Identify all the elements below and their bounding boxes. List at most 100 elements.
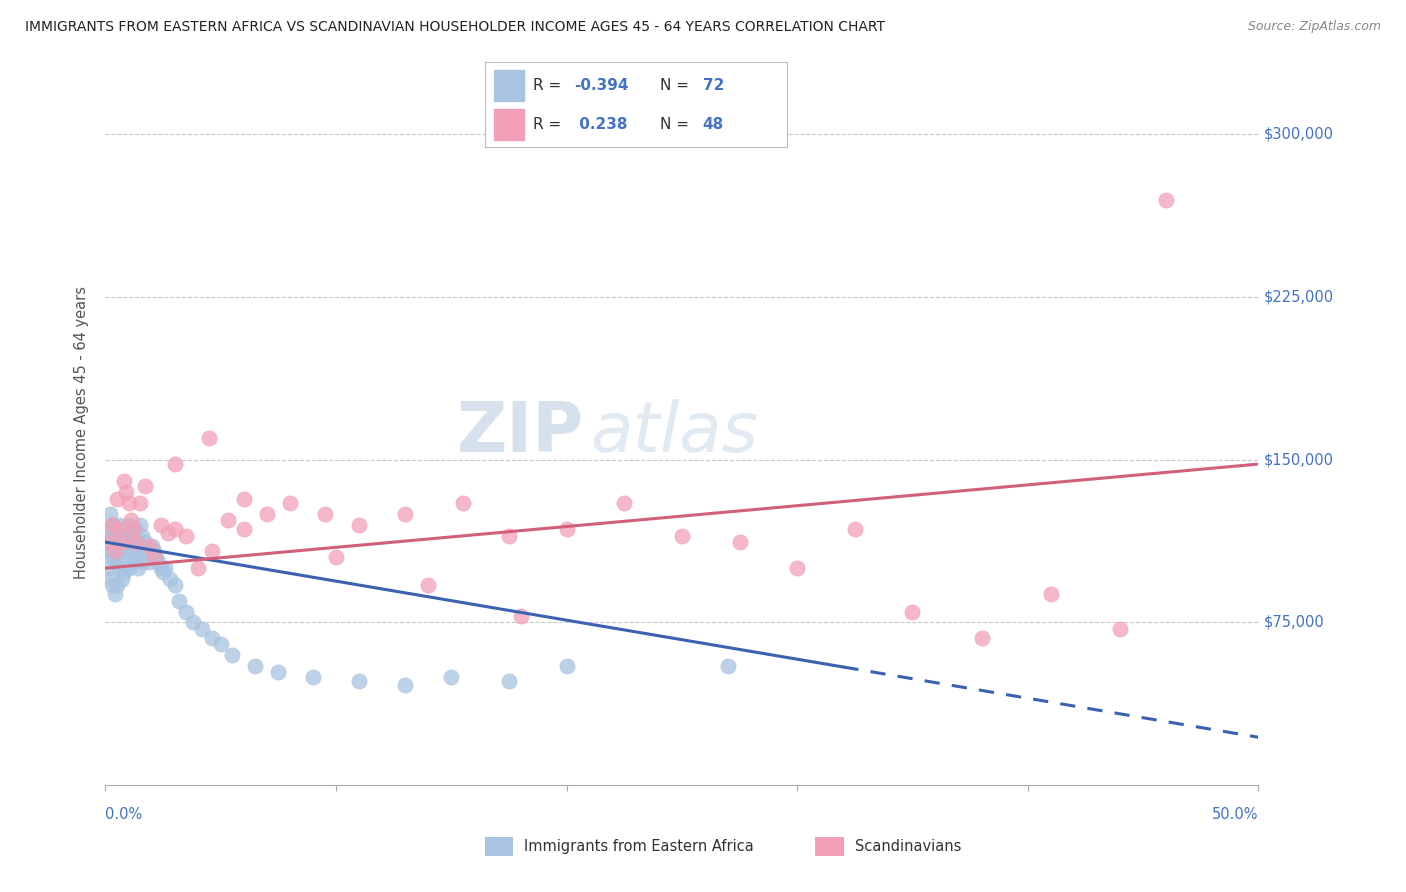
Point xyxy=(138,555,160,569)
Text: -0.394: -0.394 xyxy=(574,78,628,93)
Point xyxy=(105,528,128,542)
Point xyxy=(112,522,135,536)
Point xyxy=(844,522,866,536)
Text: N =: N = xyxy=(661,117,695,132)
Text: $300,000: $300,000 xyxy=(1264,127,1334,142)
Text: $150,000: $150,000 xyxy=(1264,452,1334,467)
Point xyxy=(156,526,179,541)
Point xyxy=(108,535,131,549)
Point xyxy=(217,513,239,527)
Point xyxy=(451,496,474,510)
Text: IMMIGRANTS FROM EASTERN AFRICA VS SCANDINAVIAN HOUSEHOLDER INCOME AGES 45 - 64 Y: IMMIGRANTS FROM EASTERN AFRICA VS SCANDI… xyxy=(25,20,886,34)
Point xyxy=(122,555,145,569)
Point xyxy=(112,540,135,554)
Point xyxy=(124,535,146,549)
Point xyxy=(314,507,336,521)
Point xyxy=(129,496,152,510)
Point xyxy=(149,517,172,532)
Point xyxy=(127,561,149,575)
Point xyxy=(232,522,254,536)
Point xyxy=(112,566,135,580)
Point xyxy=(1109,622,1132,636)
Point xyxy=(105,550,128,565)
Point xyxy=(115,561,138,575)
Point xyxy=(163,457,186,471)
Point xyxy=(613,496,636,510)
Point xyxy=(256,507,278,521)
Point xyxy=(115,485,138,500)
Text: ZIP: ZIP xyxy=(457,399,583,467)
Text: R =: R = xyxy=(533,78,567,93)
Point xyxy=(110,572,132,586)
Point xyxy=(970,631,993,645)
Point xyxy=(152,566,174,580)
Point xyxy=(232,491,254,506)
Point xyxy=(101,535,124,549)
Point xyxy=(98,543,121,558)
Point xyxy=(108,522,131,536)
Point xyxy=(104,555,127,569)
Point xyxy=(901,605,924,619)
Point xyxy=(149,561,172,575)
Text: 0.0%: 0.0% xyxy=(105,807,142,822)
Point xyxy=(498,528,520,542)
Point xyxy=(394,678,416,692)
Point xyxy=(325,550,347,565)
Point xyxy=(112,475,135,489)
Point xyxy=(98,528,121,542)
Point xyxy=(117,496,139,510)
Point xyxy=(221,648,243,662)
Point xyxy=(671,528,693,542)
Point xyxy=(108,517,131,532)
Point xyxy=(105,491,128,506)
Point xyxy=(136,543,159,558)
Text: 50.0%: 50.0% xyxy=(1212,807,1258,822)
Point xyxy=(187,561,209,575)
Text: 48: 48 xyxy=(703,117,724,132)
Point xyxy=(110,543,132,558)
Point xyxy=(138,540,160,554)
Point xyxy=(129,517,152,532)
Point xyxy=(302,669,325,683)
Point xyxy=(134,535,156,549)
Point xyxy=(163,522,186,536)
Point xyxy=(98,572,121,586)
Point xyxy=(267,665,290,680)
Point xyxy=(124,522,146,536)
Point xyxy=(122,522,145,536)
Point xyxy=(97,543,120,558)
Point xyxy=(347,517,370,532)
Text: Source: ZipAtlas.com: Source: ZipAtlas.com xyxy=(1247,20,1381,33)
Point xyxy=(141,540,163,554)
Point xyxy=(198,431,221,445)
Point xyxy=(117,517,139,532)
Point xyxy=(110,535,132,549)
Point xyxy=(394,507,416,521)
Point xyxy=(148,555,170,569)
Point xyxy=(555,658,578,673)
Point xyxy=(717,658,740,673)
Point xyxy=(104,543,127,558)
Point xyxy=(98,507,121,521)
Text: N =: N = xyxy=(661,78,695,93)
Point xyxy=(498,673,520,688)
Point xyxy=(101,550,124,565)
Text: R =: R = xyxy=(533,117,567,132)
Point xyxy=(155,561,177,575)
Point xyxy=(142,550,165,565)
Point xyxy=(200,631,222,645)
Y-axis label: Householder Income Ages 45 - 64 years: Householder Income Ages 45 - 64 years xyxy=(75,286,90,579)
Text: Scandinavians: Scandinavians xyxy=(855,839,962,854)
Point xyxy=(104,540,127,554)
Point xyxy=(115,533,138,547)
Point xyxy=(163,578,186,592)
Point xyxy=(245,658,267,673)
Text: 0.238: 0.238 xyxy=(574,117,627,132)
Text: $75,000: $75,000 xyxy=(1264,615,1324,630)
Point xyxy=(98,535,121,549)
Point xyxy=(347,673,370,688)
Point xyxy=(191,622,214,636)
Point xyxy=(120,513,142,527)
Point xyxy=(101,578,124,592)
Point xyxy=(134,479,156,493)
